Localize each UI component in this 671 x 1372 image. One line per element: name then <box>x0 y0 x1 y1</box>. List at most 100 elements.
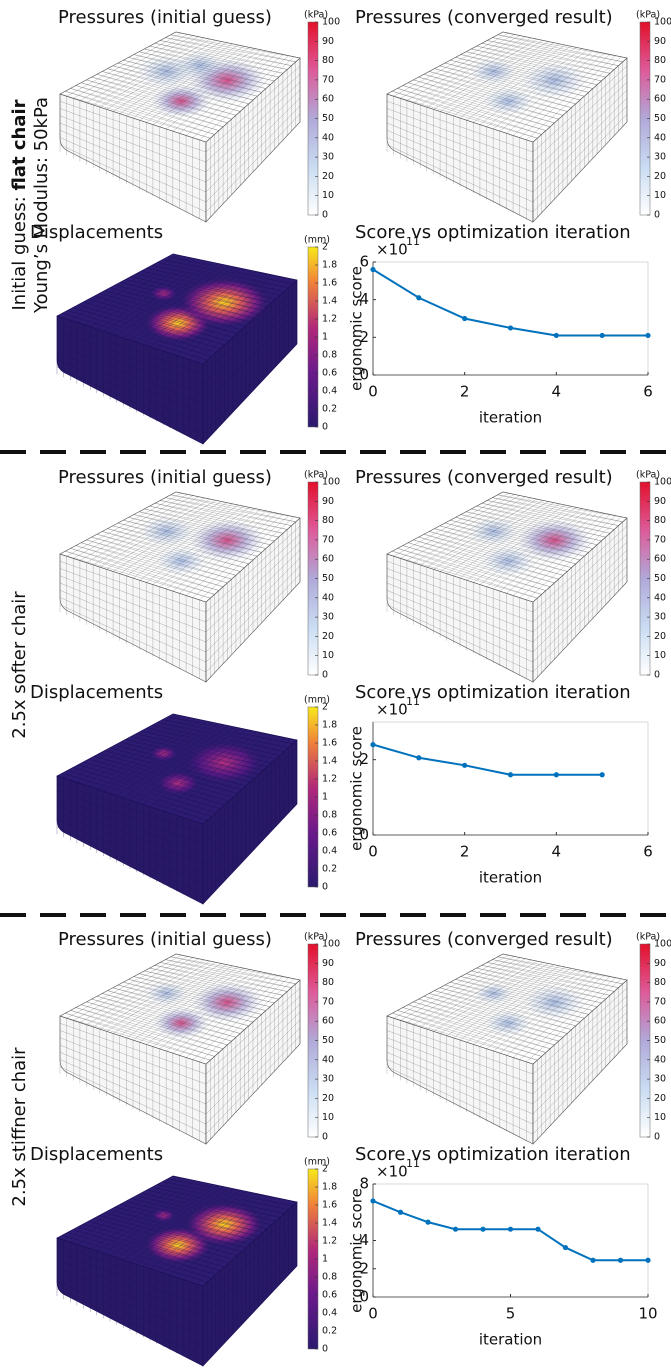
mesh-lines <box>56 713 298 904</box>
y-tick-label: 0 <box>359 826 369 844</box>
subplot-title: Pressures (converged result) <box>355 7 613 28</box>
colorbar-tick-label: 1.4 <box>322 296 337 307</box>
colorbar-tick-label: 0.8 <box>322 350 337 361</box>
point <box>507 1226 514 1232</box>
colorbar-tick-label: 10 <box>654 650 666 661</box>
point <box>645 1257 651 1263</box>
x-tick-label: 4 <box>552 843 562 861</box>
mesh-hotspot <box>174 51 225 80</box>
mesh-hotspot <box>138 515 195 547</box>
point <box>507 772 514 778</box>
mesh-hotspot <box>153 1007 210 1039</box>
y-exponent: 11 <box>406 1157 420 1170</box>
colorbar-tick-label: 1.4 <box>322 756 337 767</box>
y-multiplier: ×10 <box>376 701 408 719</box>
y-tick-label: 6 <box>359 253 369 271</box>
panel: 2.5x softer chair Pressures (initial gues… <box>9 467 671 905</box>
colorbar-tick-label: 0 <box>322 882 328 893</box>
mesh-face <box>59 93 207 223</box>
point <box>590 1257 596 1263</box>
colorbar-unit: (kPa) <box>304 932 328 943</box>
y-multiplier: ×10 <box>376 1163 408 1181</box>
colorbar-tick-label: 0.4 <box>322 1308 337 1319</box>
point <box>599 772 605 778</box>
colorbar-tick-label: 100 <box>654 939 671 950</box>
mesh-lines <box>59 31 301 222</box>
colorbar-tick-label: 40 <box>322 1054 334 1065</box>
colorbar-unit: (kPa) <box>304 470 328 481</box>
mesh-hotspot <box>467 517 520 546</box>
colorbar-tick-label: 10 <box>322 650 334 661</box>
colorbar-unit: (kPa) <box>636 10 660 21</box>
x-tick-label: 2 <box>460 383 470 401</box>
colorbar-tick-label: 60 <box>654 554 666 565</box>
colorbar-tick-label: 60 <box>654 94 666 105</box>
displacement-mesh <box>56 1175 298 1367</box>
point <box>370 266 376 273</box>
colorbar-tick-label: 30 <box>322 1074 334 1085</box>
chart-title: Score vs optimization iteration <box>355 1144 631 1165</box>
colorbar-tick-label: 70 <box>322 74 334 85</box>
x-tick-label: 5 <box>506 1305 516 1323</box>
mesh-hotspot <box>144 981 189 1006</box>
colorbar-tick-label: 0 <box>322 210 328 221</box>
plot-area <box>372 261 649 376</box>
colorbar-unit: (kPa) <box>636 470 660 481</box>
y-tick-label: 2 <box>359 750 369 768</box>
y-tick-label: 2 <box>359 328 369 346</box>
colorbar-tick-label: 40 <box>322 132 334 143</box>
colorbar-tick-label: 40 <box>654 132 666 143</box>
colorbar-tick-label: 1 <box>322 1254 328 1265</box>
panel: 2.5x stiffner chair Pressures (initial gu… <box>9 929 671 1367</box>
colorbar-tick-label: 30 <box>654 152 666 163</box>
point <box>535 1226 541 1232</box>
y-axis-label: ergonomic score <box>348 726 366 851</box>
side-label-bold: flat chair <box>9 99 30 190</box>
mesh-face <box>59 1015 207 1145</box>
point <box>645 332 651 339</box>
colorbar-unit: (mm) <box>304 695 330 706</box>
colorbar-tick-label: 1.8 <box>322 260 337 271</box>
colorbar-tick-label: 50 <box>322 1035 334 1046</box>
colorbar-tick-label: 2 <box>322 242 328 253</box>
mesh-face <box>386 1015 534 1145</box>
mesh-lines <box>59 953 301 1144</box>
colorbar-tick-label: 50 <box>654 573 666 584</box>
colorbar-tick-label: 90 <box>322 958 334 969</box>
point <box>507 325 514 331</box>
mesh-lines <box>56 1175 298 1366</box>
mesh-lines <box>56 253 298 444</box>
colorbar-tick-label: 50 <box>654 113 666 124</box>
subplot-title: Pressures (initial guess) <box>58 467 272 488</box>
colorbar-tick-label: 100 <box>654 477 671 488</box>
pressure-mesh <box>59 953 301 1145</box>
colorbar-tick-label: 70 <box>322 534 334 545</box>
point <box>370 1198 376 1204</box>
colorbar-tick-label: 1.2 <box>322 314 337 325</box>
mesh-face <box>386 93 534 223</box>
colorbar-unit: (mm) <box>304 1157 330 1168</box>
mesh-face <box>386 553 534 683</box>
colorbar-tick-label: 20 <box>654 631 666 642</box>
chart-title: Score vs optimization iteration <box>355 222 631 243</box>
pressure-mesh <box>386 31 628 223</box>
colorbar-tick-label: 0.6 <box>322 368 337 379</box>
colorbar-tick-label: 20 <box>654 1093 666 1104</box>
mesh-hotspot <box>191 982 264 1023</box>
colorbar-tick-label: 50 <box>322 113 334 124</box>
colorbar-tick-label: 0 <box>322 1132 328 1143</box>
y-tick-label: 2 <box>359 1259 369 1277</box>
colorbar-tick-label: 1 <box>322 792 328 803</box>
colorbar-tick-label: 1.8 <box>322 1182 337 1193</box>
colorbar-tick-label: 40 <box>654 1054 666 1065</box>
colorbar-tick-label: 10 <box>654 1112 666 1123</box>
x-tick-label: 10 <box>638 1305 657 1323</box>
y-axis-label: ergonomic score <box>348 266 366 391</box>
colorbar-tick-label: 1.2 <box>322 774 337 785</box>
mesh-face <box>386 953 628 1065</box>
colorbar-unit: (kPa) <box>636 932 660 943</box>
y-tick-label: 0 <box>359 1288 369 1306</box>
x-tick-label: 0 <box>368 1305 378 1323</box>
colorbar-tick-label: 0 <box>654 1132 660 1143</box>
mesh-lines <box>386 491 628 682</box>
